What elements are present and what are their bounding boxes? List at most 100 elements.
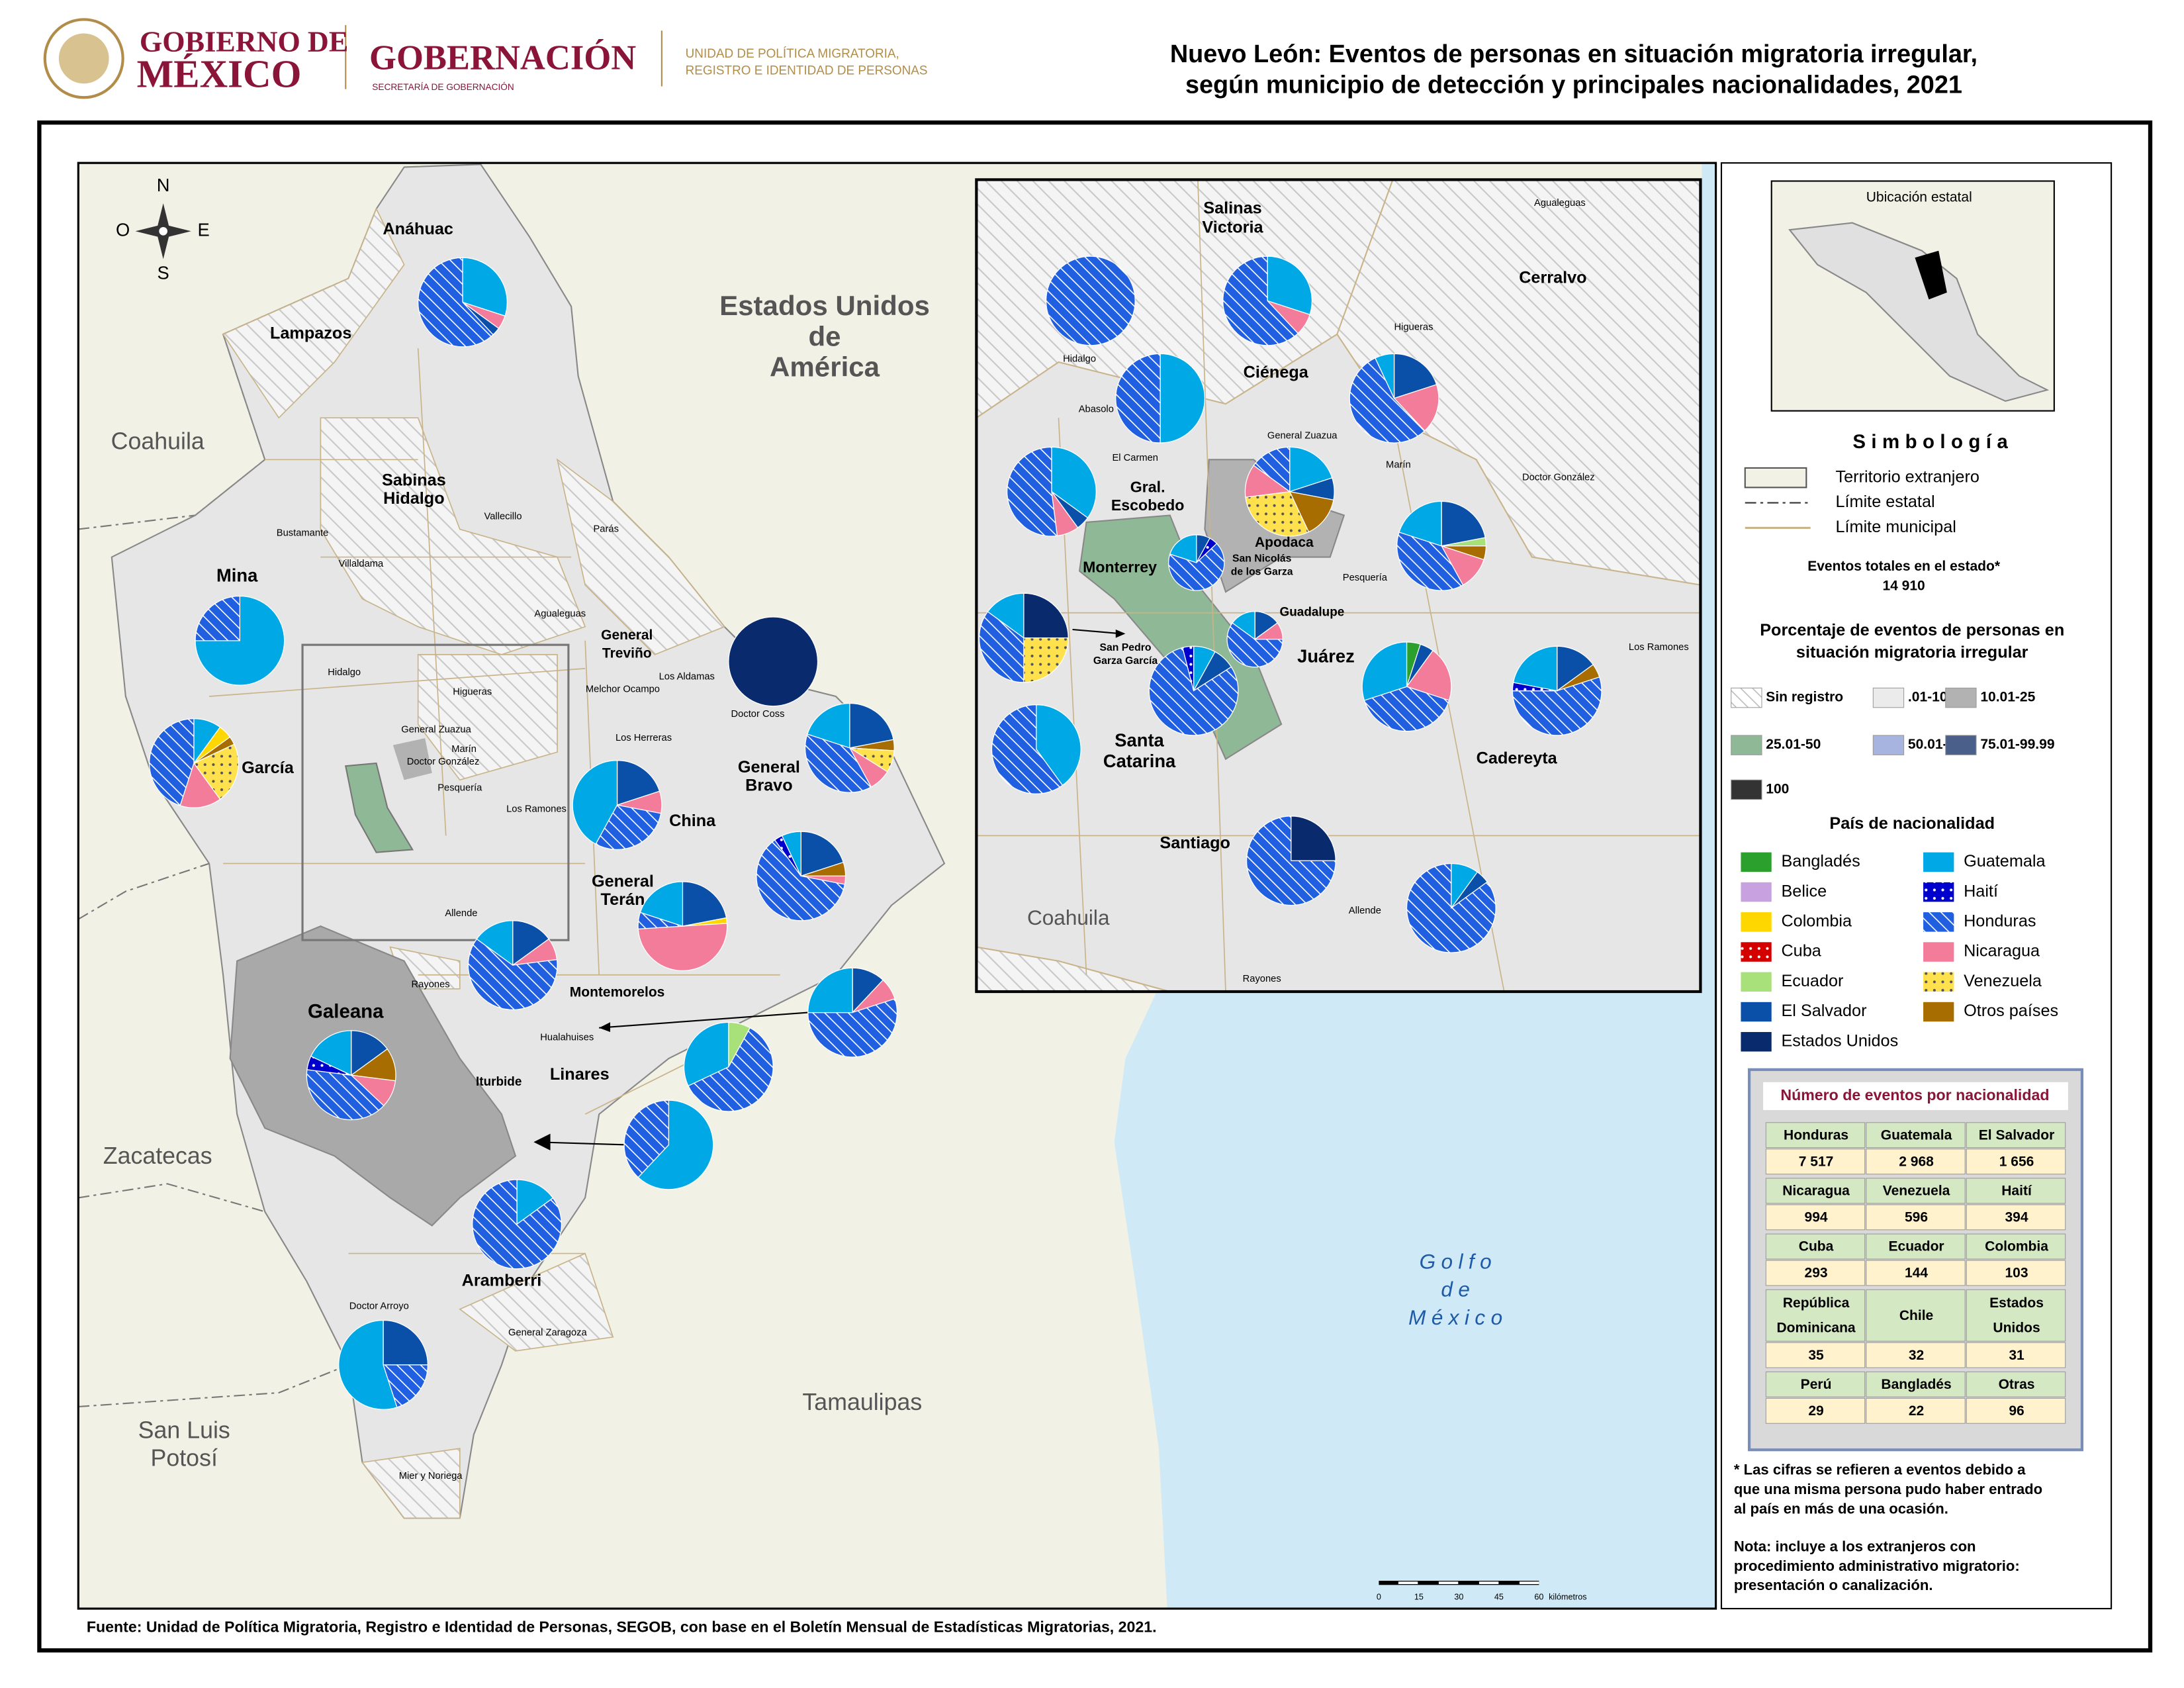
symbol-label: Territorio extranjero xyxy=(1836,467,1979,486)
table-header-cell xyxy=(1866,1233,1966,1260)
nationality-label: Otros países xyxy=(1964,1002,2058,1020)
municipality-label: Aramberri xyxy=(462,1271,542,1289)
inset-label: Gral. xyxy=(1130,479,1165,496)
pie-slice xyxy=(807,967,853,1013)
table-value-cell xyxy=(1765,1342,1866,1368)
pie xyxy=(572,760,662,851)
pie-slice xyxy=(1045,256,1136,346)
pie-slice xyxy=(1441,500,1486,547)
pie-slice xyxy=(804,733,872,793)
table-value: 596 xyxy=(1905,1209,1928,1225)
inset-label: Guadalupe xyxy=(1280,606,1345,620)
table-header-cell xyxy=(1866,1371,1966,1397)
pie-slice xyxy=(639,881,684,927)
pie xyxy=(1045,256,1136,346)
pie-slice xyxy=(1148,647,1239,736)
pie xyxy=(1349,353,1439,444)
pie xyxy=(683,1021,774,1112)
pie-slice xyxy=(1168,543,1225,591)
table-value: 35 xyxy=(1808,1348,1824,1363)
small-label: Doctor González xyxy=(407,757,480,767)
table-title-bg xyxy=(1763,1082,2068,1110)
pie-slice xyxy=(1182,645,1195,691)
pie xyxy=(978,592,1069,683)
pie-slice xyxy=(383,1319,429,1366)
pie-slice xyxy=(756,839,846,921)
total-value: 14 910 xyxy=(1882,578,1925,593)
arrow xyxy=(536,1141,627,1146)
table-header-cell xyxy=(1765,1289,1866,1342)
pie-slice xyxy=(1398,500,1442,547)
pie xyxy=(728,616,819,707)
class-swatch xyxy=(1872,735,1905,755)
class-swatch xyxy=(1731,735,1762,755)
inset-label: Escobedo xyxy=(1111,496,1185,514)
scale-tick: 60 xyxy=(1534,1593,1543,1602)
pie xyxy=(991,704,1081,794)
table-value: 293 xyxy=(1805,1266,1828,1281)
gov-line1: GOBIERNO DE xyxy=(140,25,348,58)
pie-slice xyxy=(1289,491,1334,533)
source: Fuente: Unidad de Política Migratoria, R… xyxy=(87,1618,1157,1636)
inset-small-label: Marín xyxy=(1386,460,1411,471)
inset-small-label: El Carmen xyxy=(1112,453,1158,463)
table-header-cell xyxy=(1765,1122,1866,1149)
pie-slice xyxy=(310,1030,352,1076)
inset-label: Ciénega xyxy=(1244,363,1309,382)
nationality-swatch xyxy=(1923,882,1954,902)
table-header-cell xyxy=(1765,1233,1866,1260)
inset-label: Cerralvo xyxy=(1519,268,1586,287)
pie xyxy=(418,257,508,348)
class-label: 10.01-25 xyxy=(1980,690,2035,705)
pie-slice xyxy=(1023,592,1069,639)
pie-slice xyxy=(1291,816,1336,861)
inset-label: Victoria xyxy=(1202,218,1263,237)
inset-small-label: General Zuazua xyxy=(1267,430,1338,441)
pie-slice xyxy=(1246,816,1336,906)
region-label: Coahuila xyxy=(111,428,205,455)
pie xyxy=(1246,816,1336,906)
table-value-cell xyxy=(1866,1397,1966,1424)
inset-small-label: Doctor González xyxy=(1522,473,1595,483)
pie xyxy=(1244,446,1335,537)
nationality-label: Nicaragua xyxy=(1964,942,2040,961)
location-title: Ubicación estatal xyxy=(1866,189,1972,205)
inset-label: Catarina xyxy=(1103,751,1176,771)
table-value: 31 xyxy=(2009,1348,2025,1363)
municipality-label: Anáhuac xyxy=(383,220,453,238)
pie-slice xyxy=(637,1100,714,1190)
pie-slice xyxy=(1557,645,1594,692)
pie xyxy=(1361,641,1452,732)
region-label: Estados Unidos xyxy=(719,290,930,321)
municipality-label: Iturbide xyxy=(476,1075,522,1089)
scale-unit: kilómetros xyxy=(1549,1593,1586,1602)
legend-title: Simbología xyxy=(1852,431,2013,453)
class-swatch xyxy=(1945,735,1977,755)
compass-letter: N xyxy=(157,175,170,195)
note-line: procedimiento administrativo migratorio: xyxy=(1734,1558,2020,1574)
pie-slice xyxy=(1222,256,1299,346)
region-label: de xyxy=(808,320,841,352)
table-header-cell xyxy=(1765,1371,1866,1397)
municipality-label: Mina xyxy=(216,565,258,585)
pie xyxy=(807,967,898,1058)
table-value: 394 xyxy=(2005,1209,2028,1225)
class-label: Sin registro xyxy=(1766,690,1843,705)
pie-slice xyxy=(195,595,285,686)
small-label: Bustamante xyxy=(277,528,329,539)
inset-label: Cadereyta xyxy=(1477,749,1558,767)
pie-slice xyxy=(512,920,550,966)
table-header: El Salvador xyxy=(1979,1127,2054,1143)
monterrey-area xyxy=(345,762,414,853)
table-header-cell xyxy=(1966,1289,2066,1342)
gulf-water xyxy=(1114,163,1716,1609)
small-label: Parás xyxy=(593,524,618,534)
small-label: Pesquería xyxy=(437,783,482,794)
pie-slice xyxy=(472,1179,563,1270)
pie-slice xyxy=(978,611,1024,683)
pie xyxy=(637,881,728,972)
inset-small-label: Hidalgo xyxy=(1063,354,1096,365)
table-header: Otras xyxy=(1999,1377,2035,1392)
